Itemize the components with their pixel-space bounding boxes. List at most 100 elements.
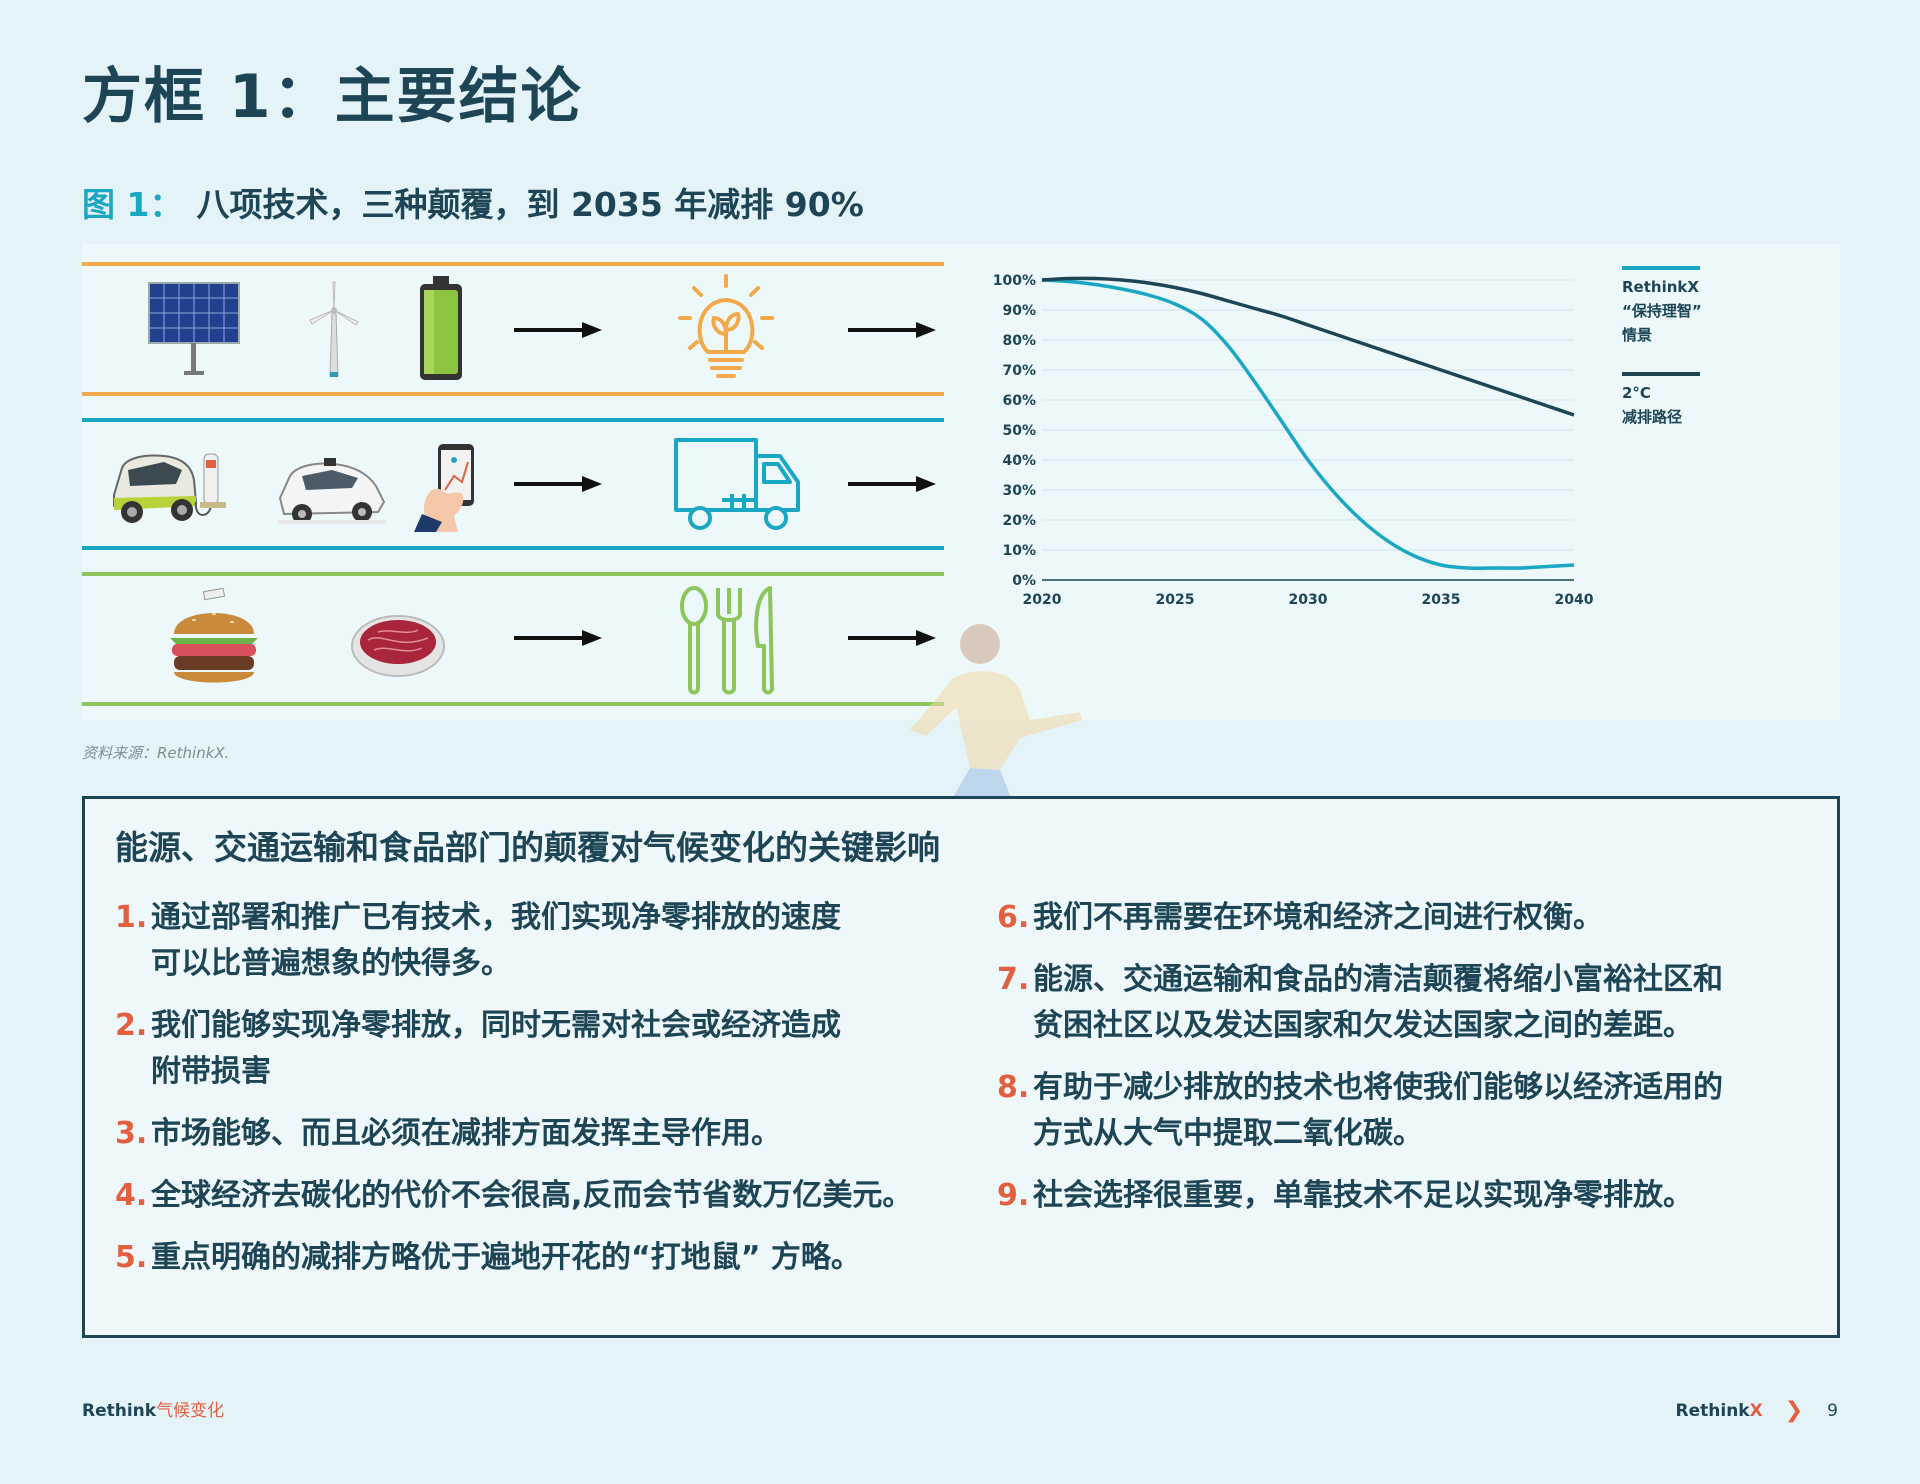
y-tick-label: 50% [1002,423,1036,439]
series-line [1041,278,1575,570]
finding-text: 我们能够实现净零排放，同时无需对社会或经济造成 附带损害 [151,1003,841,1095]
energy-row-top-line [82,262,944,266]
finding-number: 5. [115,1240,148,1275]
finding-text: 我们不再需要在环境和经济之间进行权衡。 [1033,895,1603,941]
electric-car-icon [113,453,226,523]
finding-text-line: 附带损害 [151,1054,271,1089]
finding-text-line: 可以比普遍想象的快得多。 [151,946,511,981]
finding-text: 市场能够、而且必须在减排方面发挥主导作用。 [151,1111,781,1157]
finding-number: 9. [997,1178,1030,1213]
x-tick-label: 2020 [1023,592,1062,608]
finding-text-line: 贫困社区以及发达国家和欠发达国家之间的差距。 [1033,1008,1693,1043]
finding-text: 重点明确的减排方略优于遍地开花的“打地鼠” 方略。 [151,1235,861,1281]
energy-arrow-1-icon [514,322,602,338]
food-arrow-2-icon [848,630,936,646]
energy-arrow-2-icon [848,322,936,338]
finding-text-line: 市场能够、而且必须在减排方面发挥主导作用。 [151,1116,781,1151]
energy-row-bottom-line [82,392,944,396]
finding-text-line: 通过部署和推广已有技术，我们实现净零排放的速度 [151,900,841,935]
legend-label: RethinkX [1622,278,1699,296]
transport-arrow-1-icon [514,476,602,492]
y-tick-label: 10% [1002,543,1036,559]
finding-text: 能源、交通运输和食品的清洁颠覆将缩小富裕社区和 贫困社区以及发达国家和欠发达国家之… [1033,957,1723,1049]
footer-page-info: Rethink X ❯ 9 [1676,1398,1838,1423]
finding-number: 2. [115,1008,148,1043]
finding-text: 有助于减少排放的技术也将使我们能够以经济适用的 方式从大气中提取二氧化碳。 [1033,1065,1723,1157]
finding-text-line: 我们不再需要在环境和经济之间进行权衡。 [1033,900,1603,935]
page-number: 9 [1827,1400,1838,1421]
transport-row-bottom-line [82,546,944,550]
finding-item: 2. 我们能够实现净零排放，同时无需对社会或经济造成 附带损害 [115,1003,955,1095]
food-row-top-line [82,572,944,576]
emissions-line-chart: 0% 10% 20% 30% 40% 50% 60% 70% 80% 90% 100% 2020 202… [993,266,1702,608]
y-tick-label: 40% [1002,453,1036,469]
y-tick-label: 0% [1012,573,1036,589]
y-tick-label: 70% [1002,363,1036,379]
finding-text-line: 我们能够实现净零排放，同时无需对社会或经济造成 [151,1008,841,1043]
finding-item: 5. 重点明确的减排方略优于遍地开花的“打地鼠” 方略。 [115,1235,955,1281]
legend-label: 情景 [1622,326,1652,344]
lightbulb-leaf-icon [678,274,774,378]
chevron-right-icon: ❯ [1784,1398,1804,1423]
finding-text-line: 社会选择很重要，单靠技术不足以实现净零排放。 [1033,1178,1693,1213]
finding-number: 7. [997,962,1030,997]
legend-label: 2°C [1622,384,1651,402]
finding-text-line: 方式从大气中提取二氧化碳。 [1033,1116,1423,1151]
finding-number: 3. [115,1116,148,1151]
finding-text: 社会选择很重要，单靠技术不足以实现净零排放。 [1033,1173,1693,1219]
finding-text: 全球经济去碳化的代价不会很高,反而会节省数万亿美元。 [151,1173,912,1219]
source-note: 资料来源：RethinkX. [82,744,230,762]
finding-number: 4. [115,1178,148,1213]
x-tick-label: 2025 [1156,592,1195,608]
y-tick-label: 30% [1002,483,1036,499]
solar-panel-icon [148,282,240,375]
battery-icon [420,276,462,380]
findings-left-column: 1. 通过部署和推广已有技术，我们实现净零排放的速度 可以比普遍想象的快得多。 2. 我… [115,895,955,1297]
finding-text-line: 全球经济去碳化的代价不会很高,反而会节省数万亿美元。 [151,1178,913,1213]
truck-icon [674,438,800,530]
finding-text-line: 能源、交通运输和食品的清洁颠覆将缩小富裕社区和 [1033,962,1723,997]
findings-right-column: 6. 我们不再需要在环境和经济之间进行权衡。 7. 能源、交通运输和食品的清洁颠覆将缩… [997,895,1817,1235]
x-tick-label: 2040 [1555,592,1594,608]
y-tick-label: 60% [1002,393,1036,409]
wind-turbine-icon [309,281,359,377]
x-tick-label: 2035 [1422,592,1461,608]
ride-hailing-phone-icon [414,444,474,532]
finding-text: 通过部署和推广已有技术，我们实现净零排放的速度 可以比普遍想象的快得多。 [151,895,841,987]
food-arrow-1-icon [514,630,602,646]
finding-number: 1. [115,900,148,935]
footer-brand-accent: 气候变化 [156,1401,225,1421]
y-tick-label: 20% [1002,513,1036,529]
key-findings-box: 能源、交通运输和食品部门的颠覆对气候变化的关键影响 1. 通过部署和推广已有技术，… [82,796,1840,1338]
finding-item: 7. 能源、交通运输和食品的清洁颠覆将缩小富裕社区和 贫困社区以及发达国家和欠发达国… [997,957,1817,1049]
series-line [1041,276,1575,417]
cultured-meat-icon [351,615,445,677]
x-tick-label: 2030 [1289,592,1328,608]
y-tick-label: 100% [993,273,1036,289]
footer-brand: Rethink气候变化 [82,1396,224,1421]
transport-arrow-2-icon [848,476,936,492]
finding-item: 9. 社会选择很重要，单靠技术不足以实现净零排放。 [997,1173,1817,1219]
finding-item: 6. 我们不再需要在环境和经济之间进行权衡。 [997,895,1817,941]
key-findings-title: 能源、交通运输和食品部门的颠覆对气候变化的关键影响 [115,828,940,867]
finding-number: 8. [997,1070,1030,1105]
finding-number: 6. [997,900,1030,935]
cutlery-icon [680,586,774,695]
burger-icon [170,588,258,683]
footer-brand-text: Rethink [82,1401,157,1421]
transport-row-top-line [82,418,944,422]
y-tick-label: 90% [1002,303,1036,319]
figure-title: 图 1： 八项技术，三种颠覆，到 2035 年减排 90% [82,178,864,226]
finding-item: 3. 市场能够、而且必须在减排方面发挥主导作用。 [115,1111,955,1157]
figure-title-text: 八项技术，三种颠覆，到 2035 年减排 90% [196,185,864,224]
food-row-bottom-line [82,702,944,706]
finding-item: 1. 通过部署和推广已有技术，我们实现净零排放的速度 可以比普遍想象的快得多。 [115,895,955,987]
legend-label: 减排路径 [1622,408,1682,426]
autonomous-car-icon [278,458,386,524]
footer-logo-text: Rethink [1675,1400,1750,1421]
finding-item: 4. 全球经济去碳化的代价不会很高,反而会节省数万亿美元。 [115,1173,955,1219]
page-title: 方框 1：主要结论 [82,62,583,132]
figure-label: 图 1： [82,185,183,224]
footer-logo-x: X [1749,1400,1763,1421]
finding-text-line: 重点明确的减排方略优于遍地开花的“打地鼠” 方略。 [151,1240,861,1275]
